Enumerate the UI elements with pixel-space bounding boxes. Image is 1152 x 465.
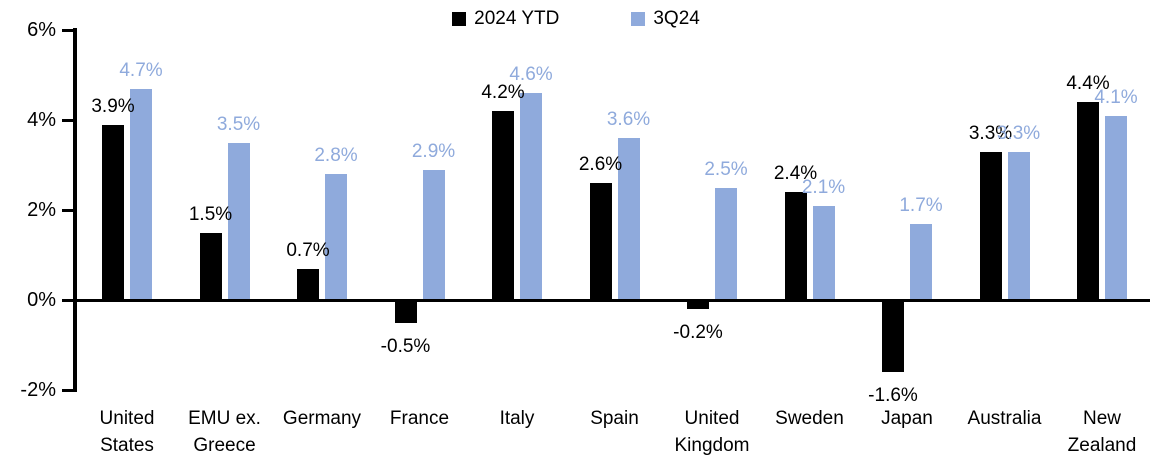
bar-3q24-australia bbox=[1007, 151, 1030, 300]
bar-label-2024-ytd-germany: 0.7% bbox=[286, 239, 330, 261]
bar-label-2024-ytd-france: -0.5% bbox=[380, 335, 431, 357]
bar-3q24-spain bbox=[617, 138, 640, 300]
bar-3q24-japan bbox=[910, 223, 932, 300]
y-axis-label: 4% bbox=[27, 109, 56, 131]
bar-3q24-united-states bbox=[130, 88, 152, 300]
x-axis-label-new-zealand: New Zealand bbox=[1067, 408, 1137, 456]
bar-label-2024-ytd-spain: 2.6% bbox=[578, 154, 623, 175]
bar-3q24-united-kingdom bbox=[715, 187, 737, 300]
bar-label-3q24-emu-ex-greece: 3.5% bbox=[216, 113, 261, 135]
x-axis-label-sweden: Sweden bbox=[775, 408, 844, 429]
bar-2024-ytd-new-zealand bbox=[1077, 102, 1099, 300]
bar-2024-ytd-australia bbox=[979, 151, 1002, 300]
y-axis-label: 0% bbox=[27, 289, 56, 311]
bar-label-2024-ytd-united-kingdom: -0.2% bbox=[673, 322, 723, 343]
bar-2024-ytd-emu-ex-greece bbox=[199, 232, 222, 300]
x-axis-label-spain: Spain bbox=[590, 408, 639, 429]
bar-2024-ytd-sweden bbox=[784, 192, 807, 300]
bar-2024-ytd-japan bbox=[882, 300, 904, 372]
y-axis-tick-2 bbox=[62, 208, 77, 212]
bar-label-2024-ytd-new-zealand: 4.4% bbox=[1066, 73, 1110, 94]
bar-label-3q24-australia: 3.3% bbox=[996, 122, 1041, 144]
bar-2024-ytd-france bbox=[394, 300, 417, 323]
bar-3q24-italy bbox=[520, 93, 542, 300]
y-axis-tick-6 bbox=[62, 28, 77, 32]
y-axis-label: -2% bbox=[20, 379, 56, 401]
legend-label-3q24: 3Q24 bbox=[653, 8, 700, 29]
x-axis-label-italy: Italy bbox=[499, 408, 535, 429]
legend-item-2024-ytd: 2024 YTD bbox=[452, 9, 559, 29]
bar-label-3q24-united-kingdom: 2.5% bbox=[704, 158, 748, 180]
bar-2024-ytd-united-kingdom bbox=[687, 300, 709, 309]
x-axis-baseline bbox=[73, 298, 1150, 302]
x-axis-label-australia: Australia bbox=[967, 408, 1042, 429]
bar-2024-ytd-spain bbox=[589, 183, 612, 300]
legend-label-2024-ytd: 2024 YTD bbox=[474, 8, 560, 29]
bar-3q24-sweden bbox=[812, 205, 835, 300]
bar-label-3q24-france: 2.9% bbox=[411, 140, 456, 162]
bar-3q24-emu-ex-greece bbox=[227, 142, 250, 300]
x-axis-label-germany: Germany bbox=[282, 408, 362, 429]
y-axis-label: 6% bbox=[27, 19, 56, 41]
legend-swatch-2024-ytd bbox=[452, 12, 467, 26]
legend-item-3q24: 3Q24 bbox=[631, 8, 700, 29]
y-axis-tick--2 bbox=[62, 388, 77, 392]
bar-label-2024-ytd-sweden: 2.4% bbox=[773, 163, 818, 184]
y-axis-label: 2% bbox=[27, 199, 56, 221]
bar-label-2024-ytd-united-states: 3.9% bbox=[91, 95, 135, 117]
y-axis-tick-4 bbox=[62, 118, 77, 122]
bar-label-2024-ytd-japan: -1.6% bbox=[868, 385, 918, 406]
y-axis-tick-0 bbox=[62, 298, 77, 302]
bar-label-3q24-japan: 1.7% bbox=[899, 194, 943, 216]
x-axis-label-united-kingdom: United Kingdom bbox=[674, 408, 750, 456]
x-axis-label-japan: Japan bbox=[881, 408, 933, 429]
bar-3q24-france bbox=[422, 169, 445, 300]
bar-label-2024-ytd-italy: 4.2% bbox=[481, 82, 525, 103]
bar-label-2024-ytd-australia: 3.3% bbox=[968, 122, 1013, 144]
bar-2024-ytd-united-states bbox=[102, 124, 124, 300]
x-axis-label-united-states: United States bbox=[99, 408, 155, 456]
bar-label-2024-ytd-emu-ex-greece: 1.5% bbox=[188, 203, 233, 225]
bar-label-3q24-italy: 4.6% bbox=[509, 64, 553, 85]
bar-2024-ytd-italy bbox=[492, 111, 514, 300]
bar-label-3q24-sweden: 2.1% bbox=[801, 176, 846, 198]
bar-label-3q24-united-states: 4.7% bbox=[119, 59, 163, 81]
bar-3q24-germany bbox=[325, 174, 347, 300]
bar-label-3q24-new-zealand: 4.1% bbox=[1094, 86, 1138, 108]
bar-2024-ytd-germany bbox=[297, 268, 319, 300]
x-axis-label-france: France bbox=[389, 408, 450, 429]
bar-3q24-new-zealand bbox=[1105, 115, 1127, 300]
bar-label-3q24-spain: 3.6% bbox=[606, 109, 651, 130]
legend-swatch-3q24 bbox=[631, 12, 646, 26]
bar-label-3q24-germany: 2.8% bbox=[314, 145, 358, 166]
x-axis-label-emu-ex-greece: EMU ex. Greece bbox=[188, 408, 261, 456]
chart-legend: 2024 YTD 3Q24 bbox=[0, 9, 1152, 29]
